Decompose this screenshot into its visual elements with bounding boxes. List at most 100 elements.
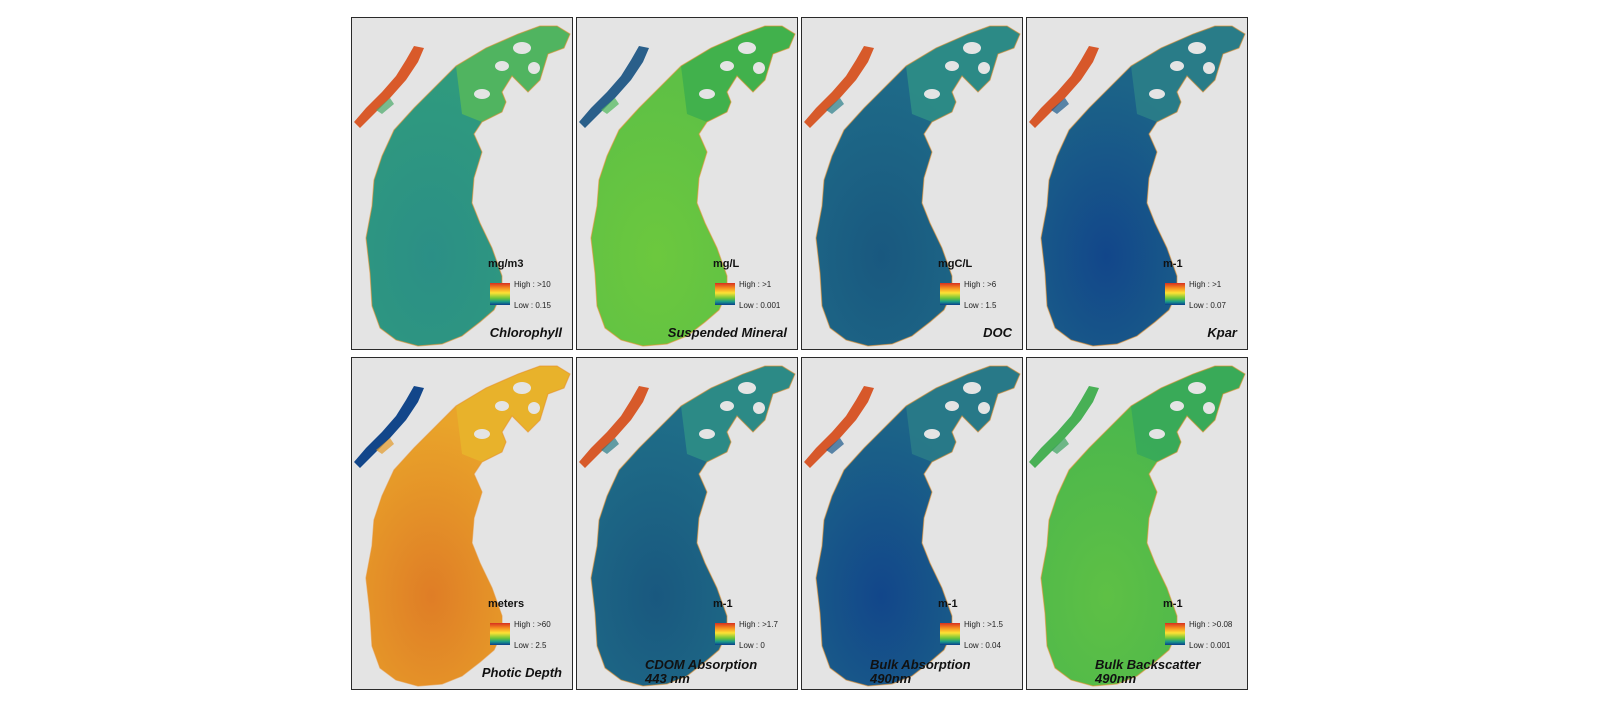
green-bay-arm [354, 386, 424, 468]
map-panel: m-1 High : >0.08 Low : 0.001 Bulk Backscatt… [1026, 357, 1248, 690]
island [1203, 62, 1215, 74]
legend-color-ramp [715, 623, 735, 645]
legend-high: High : >1 [739, 280, 772, 289]
lake-body [816, 366, 1020, 686]
island [513, 42, 531, 54]
green-bay-arm [1029, 46, 1099, 128]
lake-map [804, 25, 1021, 347]
island [720, 401, 734, 411]
island [495, 61, 509, 71]
legend-unit: mgC/L [938, 258, 973, 270]
legend-unit: mg/m3 [488, 258, 524, 270]
legend-high: High : >1.5 [964, 620, 1003, 629]
island [753, 402, 765, 414]
island [1149, 89, 1165, 99]
north-basin [1131, 26, 1245, 122]
legend-low: Low : 0.001 [739, 301, 781, 310]
green-bay-arm [804, 46, 874, 128]
shoreline [590, 25, 796, 347]
lake-body [366, 26, 570, 346]
lake-body [366, 366, 570, 686]
island [513, 382, 531, 394]
island [738, 42, 756, 54]
green-bay-arm [354, 46, 424, 128]
legend-color-ramp [940, 283, 960, 305]
bay-detail [826, 98, 844, 114]
legend-color-ramp [490, 623, 510, 645]
island [528, 402, 540, 414]
green-bay-arm [579, 386, 649, 468]
island [924, 89, 940, 99]
map-panel: mg/L High : >1 Low : 0.001 Suspended Minera… [576, 17, 798, 350]
north-basin [681, 366, 795, 462]
legend-low: Low : 0.07 [1189, 301, 1226, 310]
lake-map [804, 365, 1021, 687]
island [699, 89, 715, 99]
map-panel: mgC/L High : >6 Low : 1.5 DOC [801, 17, 1023, 350]
island [738, 382, 756, 394]
lake-body [1041, 366, 1245, 686]
island [1170, 401, 1184, 411]
panel-title: Bulk Absorption 490nm [870, 657, 971, 686]
lake-map [1029, 365, 1246, 687]
legend-color-ramp [1165, 283, 1185, 305]
bay-detail [826, 438, 844, 454]
legend-low: Low : 0.04 [964, 641, 1001, 650]
bay-detail [1051, 98, 1069, 114]
north-basin [456, 366, 570, 462]
legend-color-ramp [715, 283, 735, 305]
island [978, 62, 990, 74]
island [699, 429, 715, 439]
shoreline [1040, 365, 1246, 687]
shoreline [815, 25, 1021, 347]
legend-high: High : >10 [514, 280, 551, 289]
legend-high: High : >60 [514, 620, 551, 629]
island [1188, 42, 1206, 54]
legend-unit: m-1 [938, 598, 958, 610]
lake-body [591, 26, 795, 346]
legend-high: High : >0.08 [1189, 620, 1233, 629]
map-panel: m-1 High : >1.5 Low : 0.04 Bulk Absorption 4… [801, 357, 1023, 690]
lake-map [579, 25, 796, 347]
island [945, 401, 959, 411]
map-panel: m-1 High : >1.7 Low : 0 CDOM Absorption 443 … [576, 357, 798, 690]
legend-unit: m-1 [1163, 258, 1183, 270]
panel-title: Kpar [1207, 325, 1237, 340]
panel-title: Suspended Mineral [667, 325, 787, 340]
bay-detail [376, 98, 394, 114]
legend-high: High : >1.7 [739, 620, 778, 629]
shoreline [590, 365, 796, 687]
lake-body [1041, 26, 1245, 346]
island [474, 429, 490, 439]
green-bay-arm [579, 46, 649, 128]
lake-body [591, 366, 795, 686]
island [945, 61, 959, 71]
panel-title: CDOM Absorption 443 nm [645, 657, 758, 686]
panel-title: Chlorophyll [489, 325, 562, 340]
green-bay-arm [1029, 386, 1099, 468]
legend-unit: m-1 [1163, 598, 1183, 610]
north-basin [906, 366, 1020, 462]
legend-low: Low : 1.5 [964, 301, 997, 310]
legend-unit: mg/L [713, 258, 740, 270]
island [978, 402, 990, 414]
island [963, 382, 981, 394]
panel-title: Bulk Backscatter 490nm [1095, 657, 1201, 686]
map-panel: meters High : >60 Low : 2.5 Photic Depth [351, 357, 573, 690]
map-panel: m-1 High : >1 Low : 0.07 Kpar [1026, 17, 1248, 350]
legend-low: Low : 2.5 [514, 641, 547, 650]
island [720, 61, 734, 71]
north-basin [906, 26, 1020, 122]
lake-map [354, 25, 571, 347]
legend-unit: meters [488, 598, 525, 610]
island [753, 62, 765, 74]
bay-detail [601, 98, 619, 114]
island [1203, 402, 1215, 414]
green-bay-arm [804, 386, 874, 468]
north-basin [681, 26, 795, 122]
north-basin [456, 26, 570, 122]
panel-title: DOC [983, 325, 1012, 340]
island [495, 401, 509, 411]
lake-body [816, 26, 1020, 346]
shoreline [815, 365, 1021, 687]
